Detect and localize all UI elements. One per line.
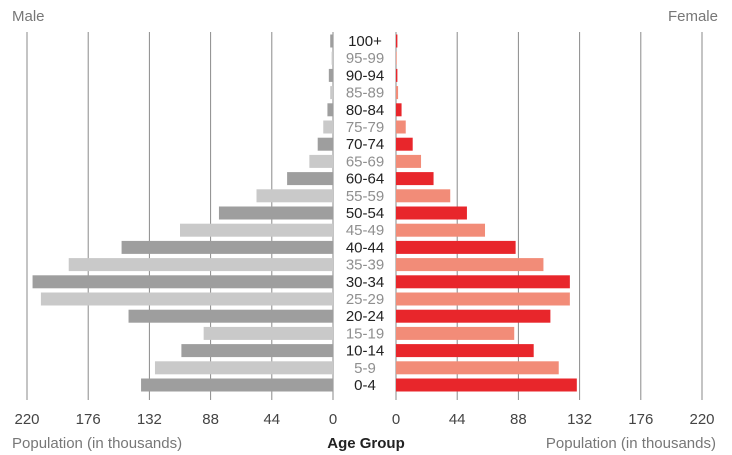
age-group-label: 80-84 <box>346 102 384 119</box>
female-bar <box>396 378 577 392</box>
female-bar <box>396 137 413 151</box>
age-group-label: 85-89 <box>346 85 384 102</box>
x-tick-label-right: 88 <box>510 411 527 428</box>
male-bar <box>180 223 333 237</box>
x-tick-label-left: 176 <box>76 411 101 428</box>
female-bar <box>396 68 398 82</box>
male-bar <box>323 120 333 134</box>
male-bar <box>330 34 333 48</box>
male-bar <box>328 68 333 82</box>
age-group-label: 30-34 <box>346 274 384 291</box>
female-axis-title: Population (in thousands) <box>545 435 716 452</box>
female-bar <box>396 34 398 48</box>
male-bar <box>317 137 333 151</box>
age-group-label: 5-9 <box>354 360 376 377</box>
male-bar <box>330 86 333 100</box>
x-tick-label-left: 0 <box>329 411 337 428</box>
age-group-label: 90-94 <box>346 67 384 84</box>
age-group-label: 20-24 <box>346 308 384 325</box>
age-group-label: 0-4 <box>354 377 376 394</box>
age-group-label: 75-79 <box>346 119 384 136</box>
female-bar <box>396 206 467 220</box>
male-bar <box>68 258 334 272</box>
male-bar <box>327 103 333 117</box>
male-bar <box>128 309 333 323</box>
female-bar <box>396 86 399 100</box>
female-bar <box>396 361 559 375</box>
age-group-label: 60-64 <box>346 171 384 188</box>
x-tick-label-left: 88 <box>202 411 219 428</box>
male-bar <box>331 51 333 65</box>
x-tick-label-right: 0 <box>392 411 400 428</box>
age-group-label: 100+ <box>348 33 382 50</box>
female-bar <box>396 240 516 254</box>
female-bar <box>396 103 402 117</box>
female-bar <box>396 154 422 168</box>
female-side-label: Female <box>667 8 718 25</box>
male-bar <box>32 275 334 289</box>
male-bar <box>40 292 334 306</box>
age-group-label: 55-59 <box>346 188 384 205</box>
female-bar <box>396 309 551 323</box>
female-bar <box>396 189 451 203</box>
male-bar <box>218 206 333 220</box>
age-group-label: 40-44 <box>346 239 384 256</box>
male-axis-title: Population (in thousands) <box>12 435 183 452</box>
age-group-label: 35-39 <box>346 257 384 274</box>
x-tick-label-right: 132 <box>567 411 592 428</box>
male-bar <box>121 240 333 254</box>
x-tick-label-left: 132 <box>137 411 162 428</box>
age-group-label: 10-14 <box>346 343 384 360</box>
female-bar <box>396 292 570 306</box>
x-tick-label-right: 44 <box>449 411 466 428</box>
age-group-label: 15-19 <box>346 325 384 342</box>
female-bar <box>396 223 486 237</box>
age-group-label: 50-54 <box>346 205 384 222</box>
x-tick-label-left: 220 <box>14 411 39 428</box>
female-bar <box>396 172 434 186</box>
female-bar <box>396 326 515 340</box>
male-bar <box>141 378 333 392</box>
male-bar <box>154 361 333 375</box>
female-bar <box>396 344 534 358</box>
x-tick-label-right: 220 <box>689 411 714 428</box>
male-bar <box>181 344 333 358</box>
age-group-label: 65-69 <box>346 153 384 170</box>
female-bar <box>396 275 570 289</box>
male-bar <box>309 154 333 168</box>
center-axis-title: Age Group <box>327 435 405 452</box>
age-group-label: 95-99 <box>346 50 384 67</box>
female-bar <box>396 258 544 272</box>
female-bar <box>396 51 397 65</box>
age-group-label: 25-29 <box>346 291 384 308</box>
male-bar <box>256 189 333 203</box>
male-bar <box>203 326 333 340</box>
age-group-label: 70-74 <box>346 136 384 153</box>
male-side-label: Male <box>12 8 45 25</box>
x-tick-label-left: 44 <box>263 411 280 428</box>
male-bar <box>287 172 333 186</box>
female-bar <box>396 120 406 134</box>
age-group-label: 45-49 <box>346 222 384 239</box>
x-tick-label-right: 176 <box>628 411 653 428</box>
